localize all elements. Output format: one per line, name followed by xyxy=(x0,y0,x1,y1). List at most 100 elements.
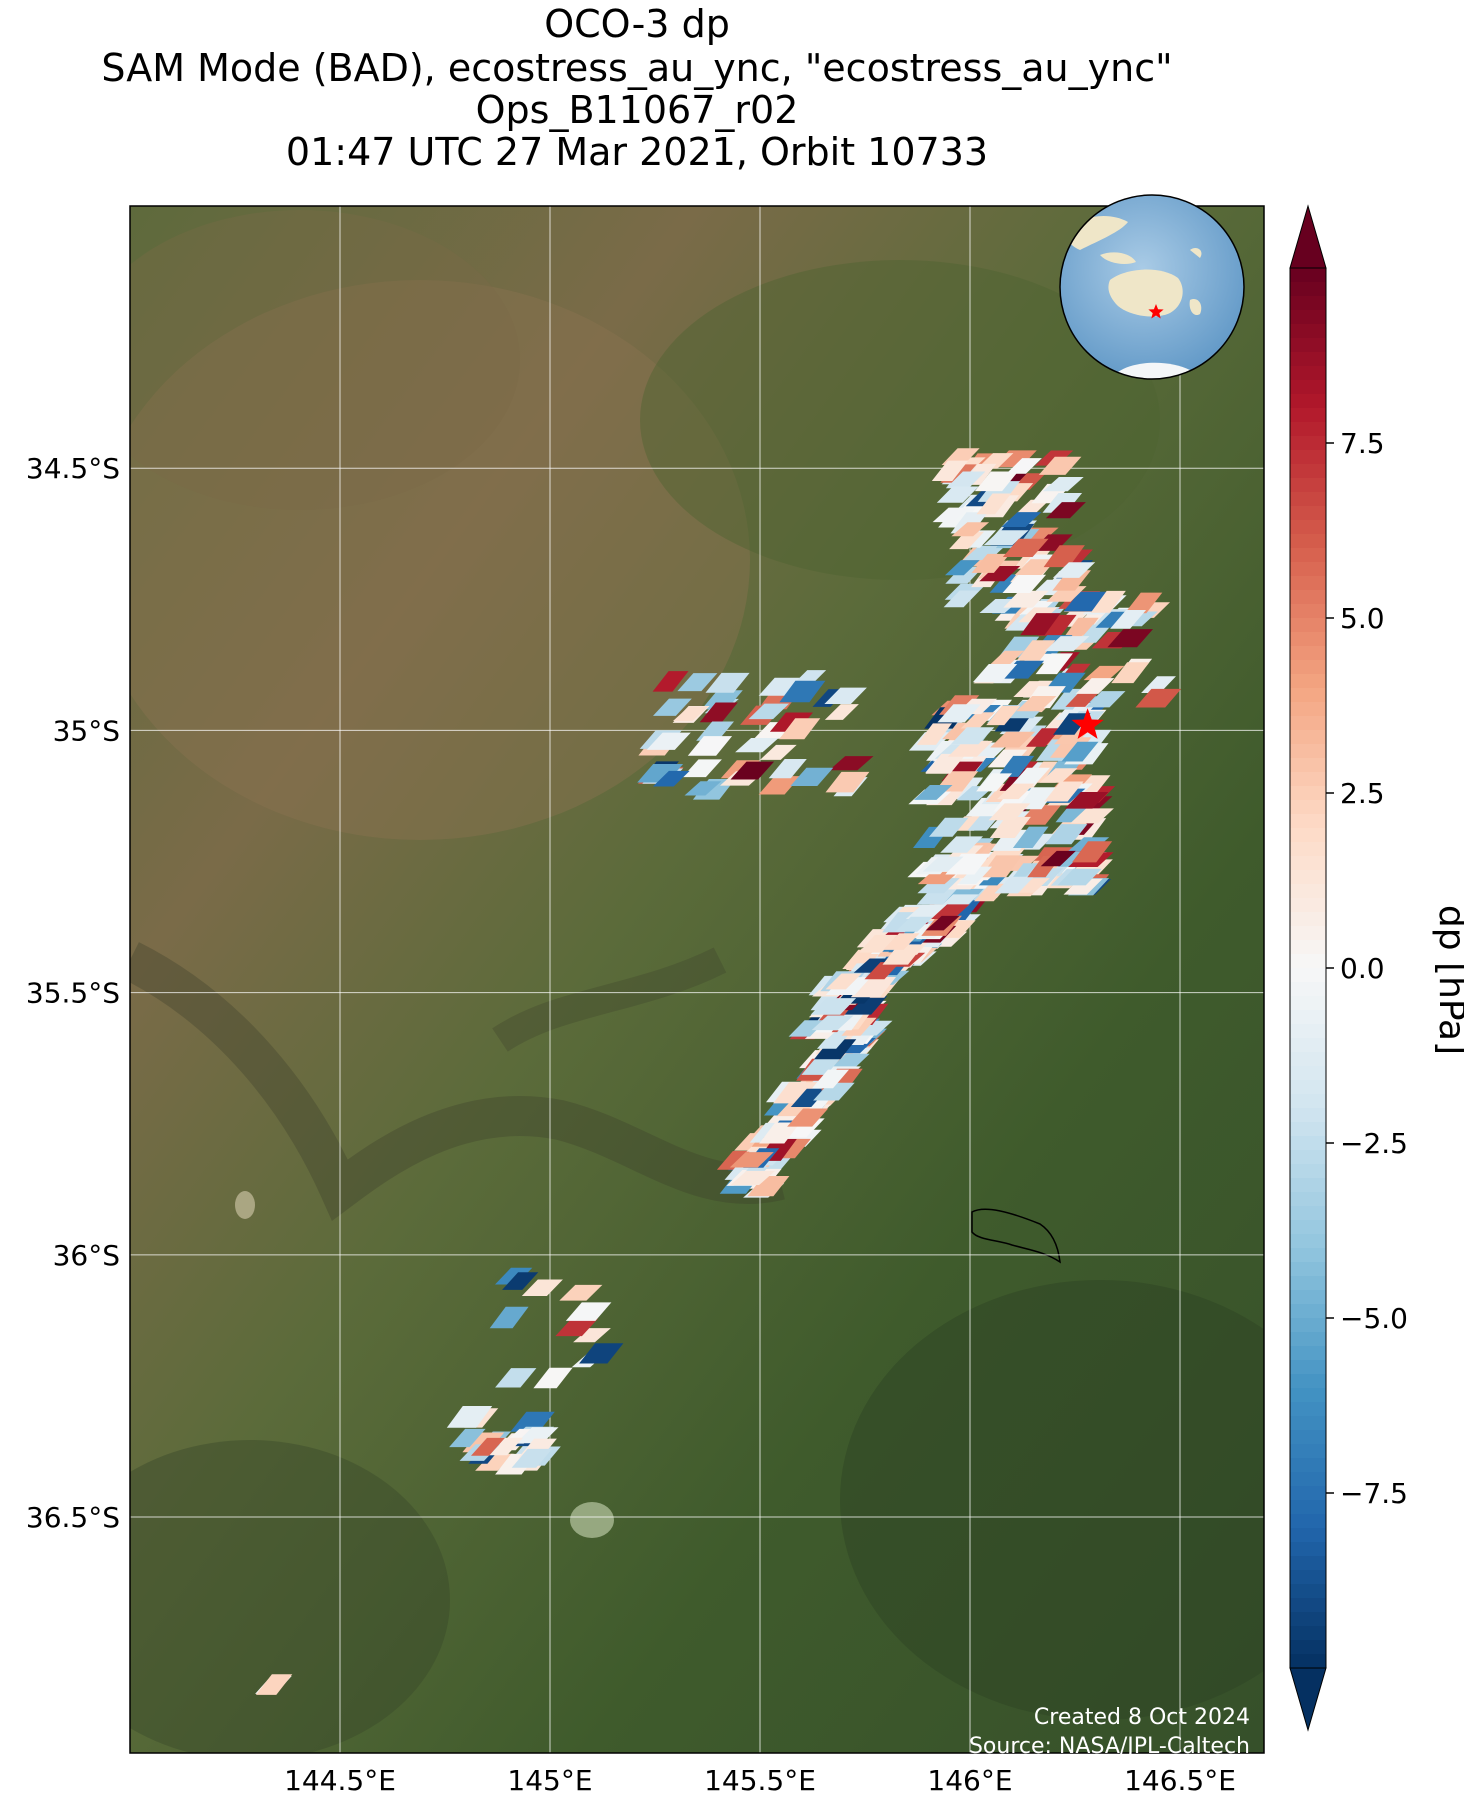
colorbar-segment xyxy=(1290,1332,1326,1347)
sounding-footprint xyxy=(1014,499,1050,516)
colorbar-segment xyxy=(1290,520,1326,535)
colorbar-segment xyxy=(1290,1262,1326,1277)
sounding-footprint xyxy=(945,853,991,875)
colorbar-segment xyxy=(1290,660,1326,675)
sounding-footprint xyxy=(925,915,960,931)
sounding-footprint xyxy=(987,749,1028,768)
sounding-footprint xyxy=(855,1020,893,1036)
colorbar-segment xyxy=(1290,702,1326,717)
sounding-footprint xyxy=(943,590,980,608)
sounding-footprint xyxy=(495,1368,537,1388)
sounding-footprint xyxy=(980,855,1023,878)
sounding-footprint xyxy=(1141,676,1176,693)
colorbar-segment xyxy=(1290,842,1326,857)
sounding-footprint xyxy=(471,1437,505,1456)
colorbar-segment xyxy=(1290,1402,1326,1417)
colorbar-segment xyxy=(1290,1136,1326,1151)
sounding-footprint xyxy=(1002,538,1049,557)
colorbar-segment xyxy=(1290,1150,1326,1165)
sounding-footprint xyxy=(1038,456,1082,475)
colorbar-segment xyxy=(1290,1514,1326,1529)
sounding-footprint xyxy=(1107,629,1153,648)
sounding-footprint xyxy=(976,773,1013,792)
sounding-footprint xyxy=(1043,545,1085,568)
colorbar-segment xyxy=(1290,716,1326,731)
colorbar-segment xyxy=(1290,1556,1326,1571)
colorbar-segment xyxy=(1290,1570,1326,1585)
colorbar-segment xyxy=(1290,674,1326,689)
colorbar-segment xyxy=(1290,1094,1326,1109)
colorbar-segment xyxy=(1290,380,1326,395)
sounding-footprint xyxy=(979,566,1021,582)
sounding-footprint xyxy=(516,1427,559,1444)
sounding-footprint xyxy=(510,1411,555,1432)
sounding-footprint xyxy=(931,904,970,919)
sounding-footprint xyxy=(489,1306,529,1329)
colorbar-segment xyxy=(1290,1178,1326,1193)
colorbar-segment xyxy=(1290,1486,1326,1501)
sounding-footprint xyxy=(813,1082,855,1101)
sounding-footprint xyxy=(882,944,924,965)
sounding-footprint xyxy=(673,706,709,721)
colorbar-segment xyxy=(1290,506,1326,521)
sounding-footprint xyxy=(1002,574,1047,593)
sounding-footprint xyxy=(1064,792,1109,809)
lon-tick-label: 145.5°E xyxy=(704,1764,816,1795)
sounding-footprint xyxy=(1110,610,1147,629)
sounding-footprint xyxy=(977,481,1021,502)
colorbar-segment xyxy=(1290,464,1326,479)
sounding-footprint xyxy=(735,738,779,753)
colorbar-segment xyxy=(1290,1444,1326,1459)
colorbar-segment xyxy=(1290,562,1326,577)
colorbar-segment xyxy=(1290,394,1326,409)
colorbar-segment xyxy=(1290,1010,1326,1025)
sounding-footprint xyxy=(810,998,857,1015)
colorbar-segment xyxy=(1290,1458,1326,1473)
colorbar-segment xyxy=(1290,800,1326,815)
lon-tick-label: 144.5°E xyxy=(284,1764,396,1795)
sounding-footprint xyxy=(696,721,734,741)
colorbar-segment xyxy=(1290,1640,1326,1655)
sounding-footprint xyxy=(446,1406,493,1428)
colorbar-segment xyxy=(1290,1626,1326,1641)
sounding-footprint xyxy=(511,1448,553,1468)
sounding-footprint xyxy=(916,886,961,905)
sounding-footprint xyxy=(992,450,1037,468)
sounding-footprint xyxy=(917,878,960,894)
colorbar-segment xyxy=(1290,744,1326,759)
sounding-footprint xyxy=(922,856,964,872)
sounding-footprint xyxy=(1075,678,1115,694)
sounding-footprint xyxy=(946,471,986,488)
sounding-footprint xyxy=(1045,502,1086,519)
sounding-footprint xyxy=(533,1367,573,1389)
colorbar-segment xyxy=(1290,940,1326,955)
sounding-footprint xyxy=(1020,613,1061,636)
sounding-footprint xyxy=(864,962,901,980)
colorbar-segment xyxy=(1290,1024,1326,1039)
colorbar-segment xyxy=(1290,912,1326,927)
sounding-footprint xyxy=(555,1318,598,1337)
colorbar-segment xyxy=(1290,1038,1326,1053)
credit-source: Source: NASA/JPL-Caltech xyxy=(969,1734,1250,1759)
sounding-footprint xyxy=(940,836,983,853)
sounding-footprint xyxy=(1001,512,1042,527)
colorbar-segment xyxy=(1290,1598,1326,1613)
sounding-footprint xyxy=(748,703,790,720)
sounding-footprint xyxy=(913,785,953,800)
colorbar-segment xyxy=(1290,422,1326,437)
sounding-footprint xyxy=(758,677,805,696)
sounding-footprint xyxy=(1124,592,1163,614)
sounding-footprint xyxy=(1045,824,1088,845)
colorbar-segment xyxy=(1290,926,1326,941)
sounding-footprint xyxy=(1039,768,1078,783)
sounding-footprint xyxy=(842,949,888,969)
sounding-footprint xyxy=(950,727,995,745)
colorbar-segment xyxy=(1290,576,1326,591)
sounding-footprint xyxy=(1070,808,1114,824)
sounding-footprint xyxy=(705,672,750,693)
colorbar-segment xyxy=(1290,1500,1326,1515)
sounding-footprint xyxy=(1040,850,1076,867)
sounding-footprint xyxy=(1085,691,1126,708)
sounding-footprint xyxy=(579,1343,624,1364)
colorbar-segment xyxy=(1290,758,1326,773)
